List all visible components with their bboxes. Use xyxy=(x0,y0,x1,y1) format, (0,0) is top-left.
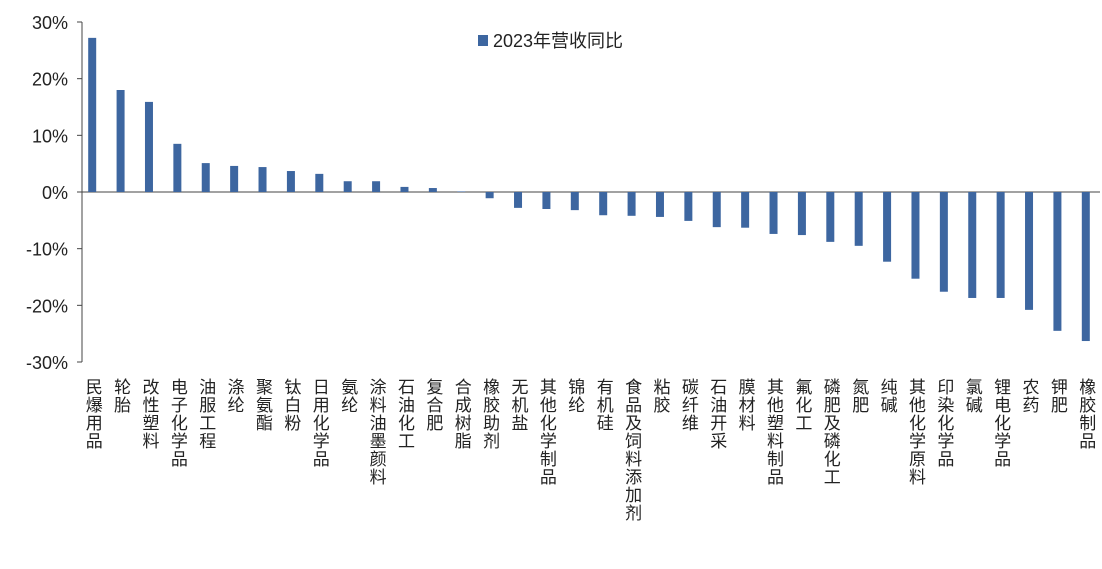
bar xyxy=(485,192,494,199)
x-tick-label: 粘胶 xyxy=(650,378,670,414)
x-tick-label: 其他塑料制品 xyxy=(764,378,784,486)
bar xyxy=(144,101,153,192)
y-tick-label: 30% xyxy=(32,13,68,33)
x-tick-label: 其他化学原料 xyxy=(906,378,926,486)
bar xyxy=(968,192,977,298)
x-tick-label: 无机盐 xyxy=(509,378,529,432)
bar xyxy=(88,37,97,192)
bar xyxy=(996,192,1005,298)
x-tick-label: 膜材料 xyxy=(736,378,756,432)
bar xyxy=(797,192,806,236)
x-tick-label: 锦纶 xyxy=(565,378,585,414)
y-tick-label: -20% xyxy=(26,296,68,316)
x-tick-label: 食品及饲料添加剂 xyxy=(622,378,642,522)
bar xyxy=(428,188,437,192)
bar xyxy=(684,192,693,221)
x-tick-label: 磷肥及磷化工 xyxy=(821,378,841,486)
y-tick-label: 20% xyxy=(32,70,68,90)
x-tick-label: 碳纤维 xyxy=(679,378,699,432)
bar xyxy=(911,192,920,279)
bar xyxy=(570,192,579,211)
bar xyxy=(514,192,523,208)
legend-label: 2023年营收同比 xyxy=(493,31,623,51)
legend-swatch xyxy=(478,35,488,46)
bar xyxy=(883,192,892,262)
x-tick-label: 合成树脂 xyxy=(452,378,472,450)
bar xyxy=(230,165,239,192)
x-tick-label: 氯碱 xyxy=(963,378,983,414)
x-tick-label: 农药 xyxy=(1020,378,1040,414)
x-tick-label: 橡胶制品 xyxy=(1076,378,1096,450)
x-tick-label: 涤纶 xyxy=(225,378,245,414)
bar xyxy=(769,192,778,234)
y-tick-label: -10% xyxy=(26,240,68,260)
x-tick-label: 日用化学品 xyxy=(310,378,330,468)
x-tick-label: 纯碱 xyxy=(878,378,898,414)
bar xyxy=(655,192,664,217)
x-tick-label: 聚氨酯 xyxy=(253,378,273,432)
x-tick-label: 锂电化学品 xyxy=(991,378,1011,468)
bar xyxy=(712,192,721,228)
x-tick-label: 钛白粉 xyxy=(281,378,301,432)
y-tick-label: 0% xyxy=(42,183,68,203)
bar xyxy=(627,192,636,216)
bar xyxy=(599,192,608,216)
bar xyxy=(1053,192,1062,331)
x-tick-label: 轮胎 xyxy=(111,378,131,414)
x-tick-label: 印染化学品 xyxy=(934,378,954,468)
x-tick-label: 民爆用品 xyxy=(83,378,103,450)
bar xyxy=(201,163,210,192)
x-tick-label: 其他化学制品 xyxy=(537,378,557,486)
bar xyxy=(1081,192,1090,342)
bar xyxy=(457,191,466,192)
x-tick-label: 电子化学品 xyxy=(168,378,188,468)
x-tick-label: 橡胶助剂 xyxy=(480,378,500,450)
x-tick-label: 钾肥 xyxy=(1048,378,1068,414)
bar xyxy=(116,90,125,192)
bar xyxy=(826,192,835,242)
x-tick-label: 氟化工 xyxy=(792,378,812,432)
x-tick-label: 石油化工 xyxy=(395,378,415,450)
y-tick-label: -30% xyxy=(26,353,68,373)
bar xyxy=(400,186,409,192)
x-tick-label: 氨纶 xyxy=(338,378,358,414)
bar xyxy=(939,192,948,292)
bar xyxy=(343,181,352,192)
x-tick-label: 有机硅 xyxy=(594,378,614,432)
bar xyxy=(741,192,750,228)
bar xyxy=(372,181,381,192)
bar xyxy=(173,143,182,192)
x-tick-label: 改性塑料 xyxy=(139,378,159,450)
x-tick-label: 涂料油墨颜料 xyxy=(367,378,387,486)
bar xyxy=(258,167,267,192)
bar xyxy=(1025,192,1034,310)
x-tick-label: 石油开采 xyxy=(707,378,727,450)
x-tick-label: 复合肥 xyxy=(423,378,443,432)
x-tick-label: 油服工程 xyxy=(196,378,216,450)
x-tick-label: 氮肥 xyxy=(849,378,869,414)
y-tick-label: 10% xyxy=(32,126,68,146)
bar xyxy=(315,173,324,192)
bar xyxy=(286,171,295,192)
bar xyxy=(542,192,551,209)
bar xyxy=(854,192,863,246)
